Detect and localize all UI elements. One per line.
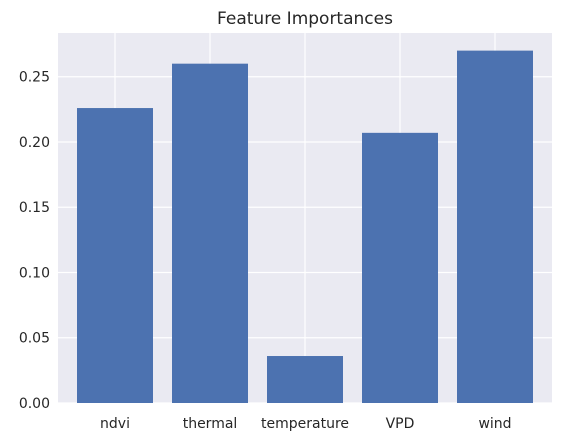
y-tick-label: 0.20	[19, 135, 50, 151]
x-tick-label: VPD	[386, 416, 415, 432]
y-tick-label: 0.00	[19, 396, 50, 412]
y-tick-label: 0.10	[19, 265, 50, 281]
chart-title: Feature Importances	[217, 9, 393, 29]
bar-temperature	[267, 356, 343, 403]
x-tick-label: thermal	[183, 416, 238, 432]
x-tick-label: wind	[478, 416, 511, 432]
y-tick-label: 0.25	[19, 70, 50, 86]
x-tick-label: ndvi	[100, 416, 130, 432]
y-tick-label: 0.15	[19, 200, 50, 216]
x-axis-ticks: ndvi thermal temperature VPD wind	[100, 416, 512, 432]
x-tick-label: temperature	[261, 416, 349, 432]
bar-thermal	[172, 63, 248, 403]
bar-ndvi	[77, 108, 153, 403]
y-tick-label: 0.05	[19, 331, 50, 347]
bar-vpd	[362, 132, 438, 404]
bar-wind	[457, 50, 533, 403]
y-axis-ticks: 0.00 0.05 0.10 0.15 0.20 0.25	[19, 70, 50, 412]
bars	[77, 50, 533, 404]
